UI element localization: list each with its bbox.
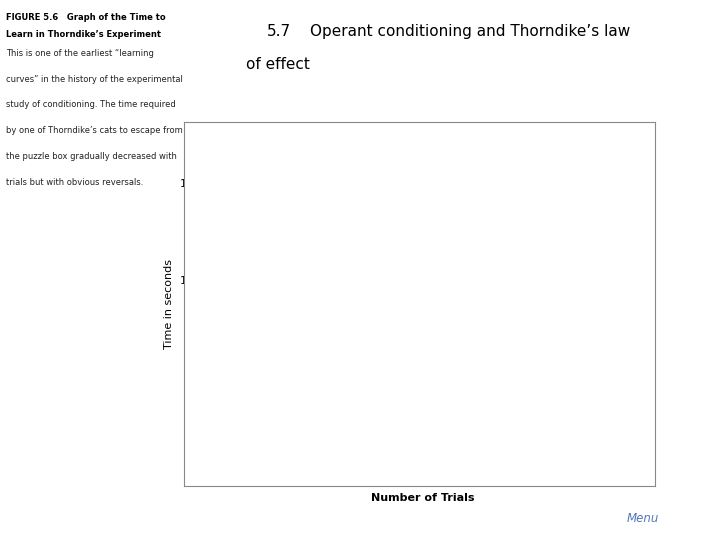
Text: of effect: of effect [246, 57, 310, 72]
Text: 5.7: 5.7 [266, 24, 291, 39]
Text: curves” in the history of the experimental: curves” in the history of the experiment… [6, 75, 183, 84]
Text: This is one of the earliest “learning: This is one of the earliest “learning [6, 49, 153, 58]
Text: trials but with obvious reversals.: trials but with obvious reversals. [6, 178, 143, 187]
Text: FIGURE 5.6   Graph of the Time to: FIGURE 5.6 Graph of the Time to [6, 14, 166, 23]
Text: Learn in Thorndike’s Experiment: Learn in Thorndike’s Experiment [6, 30, 161, 39]
Text: Operant conditioning and Thorndike’s law: Operant conditioning and Thorndike’s law [310, 24, 630, 39]
Text: by one of Thorndike’s cats to escape from: by one of Thorndike’s cats to escape fro… [6, 126, 182, 136]
Y-axis label: Time in seconds: Time in seconds [163, 259, 174, 349]
Text: Menu: Menu [626, 512, 659, 525]
Text: study of conditioning. The time required: study of conditioning. The time required [6, 100, 176, 110]
X-axis label: Number of Trials: Number of Trials [372, 493, 474, 503]
Text: the puzzle box gradually decreased with: the puzzle box gradually decreased with [6, 152, 176, 161]
